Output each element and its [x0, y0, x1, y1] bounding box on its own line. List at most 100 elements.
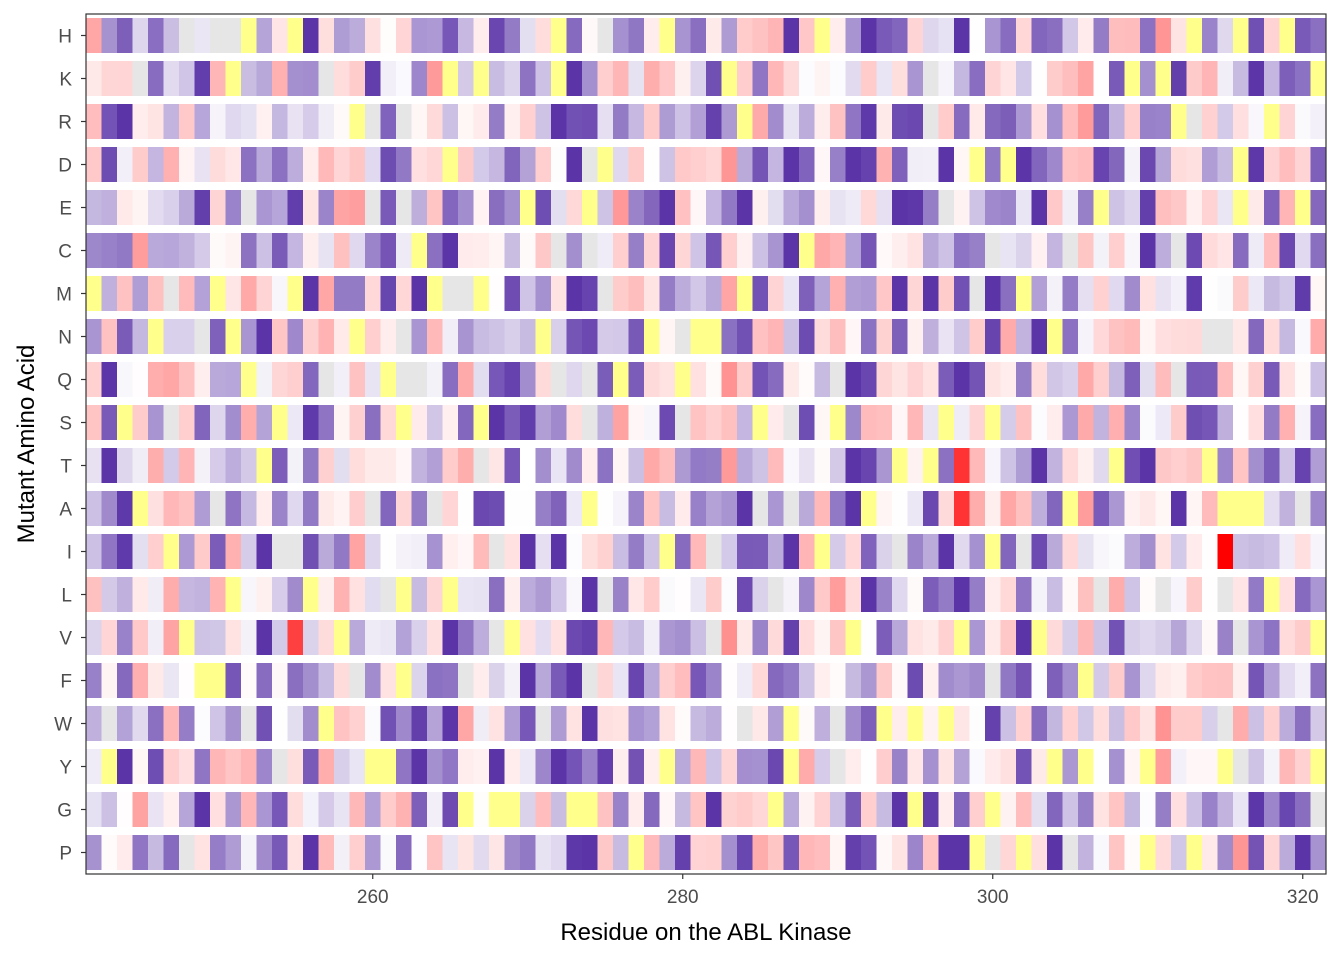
heatmap-cell — [613, 534, 629, 569]
heatmap-cell — [1016, 663, 1032, 698]
heatmap-cell — [799, 448, 815, 483]
heatmap-cell — [473, 147, 490, 182]
heatmap-cell — [613, 749, 629, 784]
heatmap-cell — [876, 276, 893, 311]
heatmap-cell — [86, 18, 102, 53]
heatmap-cell — [1031, 233, 1048, 268]
heatmap-cell — [845, 405, 862, 440]
heatmap-cell — [644, 61, 660, 96]
heatmap-cell — [1171, 405, 1187, 440]
heatmap-cell — [101, 61, 118, 96]
heatmap-cell — [117, 61, 133, 96]
heatmap-cell — [1140, 448, 1156, 483]
heatmap-cell — [845, 233, 862, 268]
heatmap-cell — [334, 448, 350, 483]
heatmap-cell — [349, 405, 366, 440]
heatmap-cell — [582, 190, 598, 225]
heatmap-cell — [1171, 835, 1187, 870]
heatmap-cell — [582, 620, 598, 655]
heatmap-cell — [907, 577, 924, 612]
heatmap-cell — [721, 61, 738, 96]
heatmap-cell — [148, 749, 164, 784]
heatmap-cell — [1109, 792, 1125, 827]
heatmap-cell — [659, 362, 676, 397]
heatmap-cell — [1140, 663, 1156, 698]
heatmap-cell — [938, 276, 955, 311]
heatmap-cell — [86, 61, 102, 96]
heatmap-cell — [1000, 147, 1017, 182]
heatmap-cell — [117, 577, 133, 612]
heatmap-cell — [644, 749, 660, 784]
heatmap-cell — [101, 190, 118, 225]
heatmap-cell — [520, 104, 536, 139]
heatmap-cell — [241, 190, 257, 225]
heatmap-cell — [938, 491, 955, 526]
heatmap-cell — [799, 18, 815, 53]
heatmap-cell — [814, 61, 831, 96]
heatmap-cell — [1140, 276, 1156, 311]
heatmap-cell — [1295, 792, 1311, 827]
heatmap-cell — [427, 147, 443, 182]
heatmap-cell — [566, 534, 583, 569]
heatmap-cell — [1062, 276, 1079, 311]
heatmap-cell — [1264, 319, 1280, 354]
heatmap-cell — [938, 61, 955, 96]
heatmap-cell — [117, 491, 133, 526]
heatmap-cell — [194, 362, 211, 397]
heatmap-cell — [256, 577, 273, 612]
heatmap-cell — [225, 147, 242, 182]
heatmap-cell — [489, 147, 505, 182]
heatmap-cell — [210, 18, 226, 53]
heatmap-cell — [985, 577, 1001, 612]
heatmap-cell — [179, 319, 195, 354]
heatmap-cell — [845, 319, 862, 354]
heatmap-cell — [520, 405, 536, 440]
heatmap-cell — [768, 835, 784, 870]
heatmap-cell — [287, 534, 304, 569]
heatmap-cell — [132, 104, 149, 139]
heatmap-cell — [349, 61, 366, 96]
heatmap-cell — [752, 190, 769, 225]
heatmap-cell — [690, 319, 707, 354]
heatmap-cell — [272, 233, 288, 268]
heatmap-cell — [783, 491, 800, 526]
heatmap-cell — [318, 147, 335, 182]
heatmap-cell — [1171, 319, 1187, 354]
heatmap-cell — [551, 319, 567, 354]
heatmap-cell — [1109, 706, 1125, 741]
heatmap-cell — [954, 448, 970, 483]
heatmap-cell — [597, 362, 614, 397]
heatmap-cell — [380, 577, 397, 612]
heatmap-cell — [442, 448, 459, 483]
heatmap-cell — [442, 405, 459, 440]
heatmap-cell — [458, 749, 474, 784]
x-axis-title: Residue on the ABL Kinase — [560, 919, 851, 946]
heatmap-cell — [721, 448, 738, 483]
heatmap-cell — [938, 663, 955, 698]
heatmap-cell — [225, 706, 242, 741]
heatmap-cell — [241, 405, 257, 440]
heatmap-cell — [241, 147, 257, 182]
heatmap-cell — [1140, 18, 1156, 53]
heatmap-cell — [675, 362, 691, 397]
heatmap-cell — [86, 534, 102, 569]
heatmap-cell — [1155, 276, 1172, 311]
heatmap-cell — [1217, 835, 1234, 870]
heatmap-cell — [1171, 534, 1187, 569]
heatmap-cell — [86, 276, 102, 311]
heatmap-cell — [737, 448, 753, 483]
heatmap-cell — [892, 835, 908, 870]
heatmap-cell — [318, 61, 335, 96]
heatmap-cell — [1109, 663, 1125, 698]
heatmap-cell — [210, 190, 226, 225]
heatmap-cell — [1279, 491, 1296, 526]
heatmap-cell — [396, 491, 412, 526]
heatmap-cell — [628, 233, 645, 268]
heatmap-cell — [551, 276, 567, 311]
heatmap-cell — [365, 147, 381, 182]
heatmap-cell — [1248, 491, 1265, 526]
heatmap-cell — [861, 147, 877, 182]
heatmap-cell — [1186, 362, 1203, 397]
heatmap-cell — [1264, 448, 1280, 483]
heatmap-cell — [380, 663, 397, 698]
